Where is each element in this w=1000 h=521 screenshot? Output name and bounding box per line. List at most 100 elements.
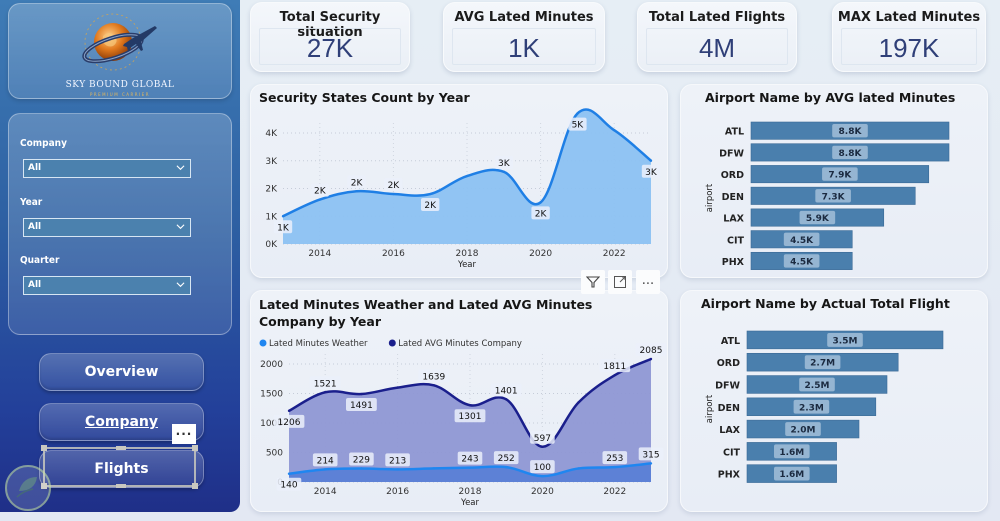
avg-airport-chart-card[interactable]: Airport Name by AVG lated Minutes ATL 8.8… xyxy=(680,84,988,278)
data-point xyxy=(541,474,544,478)
year-filter-value: All xyxy=(28,222,42,232)
data-label: 1.6M xyxy=(779,470,804,480)
data-point xyxy=(505,465,508,469)
resize-handle[interactable] xyxy=(41,445,47,451)
kpi-title: Total Lated Flights xyxy=(648,10,786,25)
security-count-chart-card[interactable]: Security States Count by Year 0K 1K 2K 3K 4K… xyxy=(250,84,668,278)
selection-frame[interactable] xyxy=(41,445,198,489)
flight-airport-bar-chart[interactable]: ATL 3.5M ORD 2.7M DFW 2.5M DEN 2.3M LAX 2.0M CIT 1.… xyxy=(681,291,989,513)
chart-title: Lated Minutes Weather and Lated AVG Minu… xyxy=(259,297,593,329)
data-point xyxy=(613,373,616,377)
data-label-bg xyxy=(385,453,410,467)
company-filter-label: Company xyxy=(20,138,67,149)
data-label: 214 xyxy=(317,456,334,466)
data-label: 1639 xyxy=(422,372,445,382)
data-label-bg xyxy=(418,369,450,383)
data-point xyxy=(539,201,542,204)
category-label: DEN xyxy=(722,192,744,203)
kpi-card-max-lated-minutes: MAX Lated Minutes 197K xyxy=(832,2,986,72)
data-point xyxy=(505,398,508,401)
focus-mode-icon[interactable] xyxy=(608,270,632,294)
data-label-bg xyxy=(312,453,338,467)
more-options-icon[interactable]: ... xyxy=(636,270,660,294)
data-label: 1521 xyxy=(314,379,337,389)
data-label-bg xyxy=(793,399,830,414)
company-filter-dropdown[interactable]: All xyxy=(23,159,191,178)
data-label: 3K xyxy=(498,159,511,169)
data-label-bg xyxy=(490,383,522,397)
kpi-value: 1K xyxy=(508,33,540,63)
data-point xyxy=(613,129,616,132)
resize-handle[interactable] xyxy=(192,445,198,451)
resize-handle[interactable] xyxy=(192,483,198,489)
category-label: ATL xyxy=(725,127,744,138)
data-label-bg xyxy=(822,167,858,181)
y-tick-label: 1500 xyxy=(260,390,283,400)
more-options-button[interactable]: ... xyxy=(172,424,196,444)
data-point xyxy=(392,192,395,196)
data-label: 8.8K xyxy=(839,149,863,159)
data-label: 2.7M xyxy=(810,359,835,369)
data-point xyxy=(465,174,469,178)
data-label-bg xyxy=(785,422,821,436)
kpi-value: 197K xyxy=(878,33,940,63)
data-point xyxy=(281,215,285,218)
avg-airport-bar-chart[interactable]: ATL 8.8K DFW 8.8K ORD 7.9K DEN 7.3K LAX 5.9K CIT 4.… xyxy=(681,85,989,279)
resize-handle[interactable] xyxy=(116,484,126,488)
data-point xyxy=(649,357,653,361)
data-label-bg xyxy=(815,189,851,203)
data-point xyxy=(287,472,291,475)
chevron-down-icon xyxy=(176,165,185,171)
data-label-bg xyxy=(273,414,305,428)
data-label: 5K xyxy=(572,121,585,131)
data-label-bg xyxy=(530,460,555,474)
data-point xyxy=(396,468,399,471)
data-label: 229 xyxy=(353,455,370,465)
lated-minutes-area-chart[interactable]: 050010001500200020142016201820202022Year… xyxy=(251,291,669,513)
data-point xyxy=(360,392,363,396)
quarter-filter-dropdown[interactable]: All xyxy=(23,276,191,295)
year-filter-label: Year xyxy=(20,197,43,208)
data-label-bg xyxy=(799,377,835,392)
data-label-bg xyxy=(783,254,820,268)
data-point xyxy=(360,467,363,470)
data-label: 2.0M xyxy=(791,426,816,436)
data-label: 1301 xyxy=(459,412,482,422)
filter-icon[interactable] xyxy=(581,270,605,294)
flight-airport-chart-card[interactable]: Airport Name by Actual Total Flight ATL 3… xyxy=(680,290,988,512)
chevron-down-icon xyxy=(176,224,185,230)
leaf-watermark-icon xyxy=(5,465,51,511)
data-label-bg xyxy=(457,451,483,465)
year-filter-dropdown[interactable]: All xyxy=(23,218,191,237)
x-tick-label: 2022 xyxy=(603,249,626,259)
data-point xyxy=(396,386,399,389)
resize-handle[interactable] xyxy=(41,483,47,489)
kpi-card-total-security: Total Security situation 27K xyxy=(250,2,410,72)
data-point xyxy=(577,401,580,404)
nav-flights-button[interactable]: Flights xyxy=(39,450,204,488)
data-label-bg xyxy=(568,117,587,131)
data-label: 213 xyxy=(389,456,406,466)
security-count-area-chart[interactable]: 0K 1K 2K 3K 4K 2014 2016 2018 2020 2022 Year 1K 2K 2K… xyxy=(251,85,669,279)
data-point xyxy=(318,198,321,201)
resize-handle[interactable] xyxy=(116,446,126,450)
data-label: 315 xyxy=(642,450,659,460)
data-label: 3.5M xyxy=(833,336,858,346)
globe-airplane-logo-icon xyxy=(82,13,157,71)
data-label-bg xyxy=(347,175,366,189)
y-tick-label: 500 xyxy=(266,449,283,459)
data-label-bg xyxy=(783,232,820,246)
nav-overview-button[interactable]: Overview xyxy=(39,353,204,391)
data-label-bg xyxy=(349,452,374,466)
lated-minutes-chart-card[interactable]: Lated Minutes Weather and Lated AVG Minu… xyxy=(250,290,668,512)
y-tick-label: 1000 xyxy=(260,419,283,429)
kpi-value: 27K xyxy=(306,33,354,63)
data-label-bg xyxy=(799,210,836,225)
kpi-title: MAX Lated Minutes xyxy=(837,10,981,25)
data-label-bg xyxy=(638,447,664,461)
data-label-bg xyxy=(273,220,293,234)
data-label: 2085 xyxy=(640,346,663,356)
data-label: 2K xyxy=(314,187,327,197)
data-point xyxy=(649,462,653,465)
data-label: 2K xyxy=(351,178,364,188)
